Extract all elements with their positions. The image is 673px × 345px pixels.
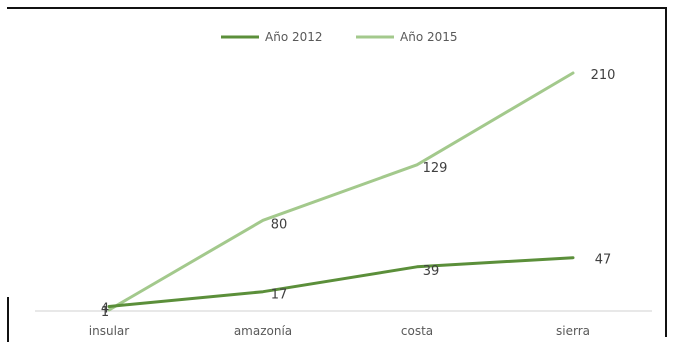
- data-label: 39: [423, 264, 440, 279]
- data-label: 210: [591, 68, 616, 83]
- chart-border: [7, 7, 667, 337]
- series-line-2012: [107, 256, 575, 308]
- data-label: 129: [423, 161, 448, 176]
- series-line-2015: [107, 71, 575, 312]
- x-tick-label: costa: [401, 324, 433, 338]
- data-label: 80: [271, 217, 288, 232]
- legend-label-2012: Año 2012: [265, 30, 323, 44]
- data-label: 4: [101, 301, 109, 316]
- data-label: 47: [595, 253, 612, 268]
- chart-border-left: [7, 297, 9, 342]
- x-tick-label: sierra: [556, 324, 590, 338]
- legend-label-2015: Año 2015: [400, 30, 458, 44]
- data-label: 17: [271, 288, 288, 303]
- x-tick-label: amazonía: [234, 324, 292, 338]
- x-tick-label: insular: [89, 324, 129, 338]
- data-label: 1: [101, 305, 109, 320]
